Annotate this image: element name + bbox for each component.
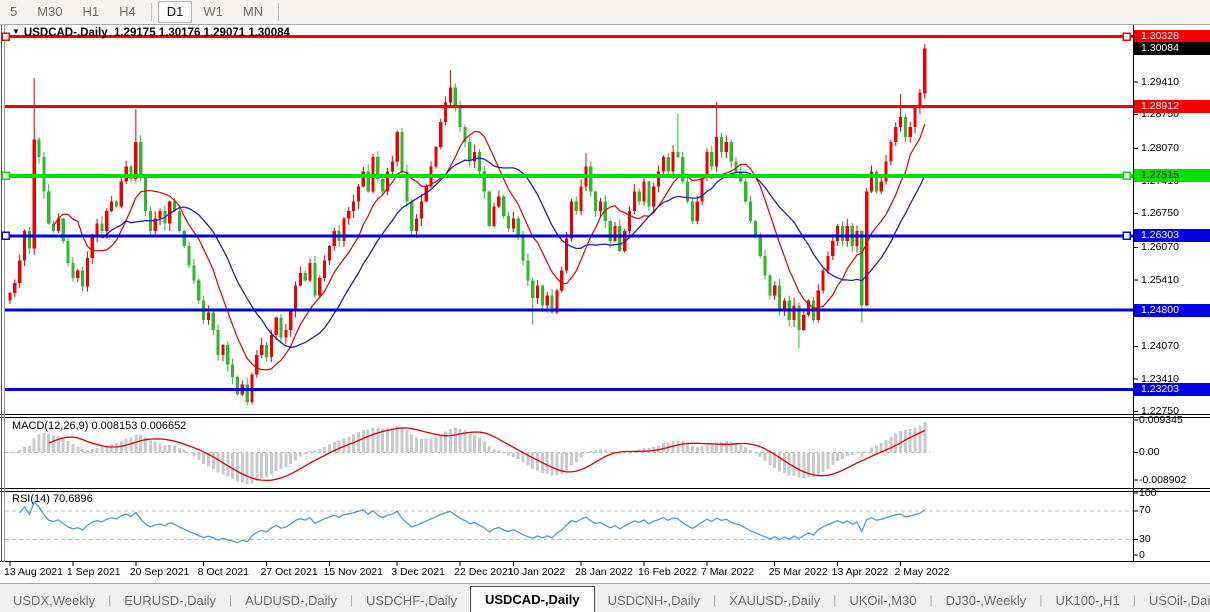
tab-eurusd-daily[interactable]: EURUSD-,Daily bbox=[124, 593, 216, 608]
chart-ohlc-values: 1.29175 1.30176 1.29071 1.30084 bbox=[114, 27, 290, 39]
tab-separator: | bbox=[228, 593, 233, 607]
line-handle[interactable] bbox=[1122, 231, 1131, 241]
tab-usdx-weekly[interactable]: USDX,Weekly bbox=[13, 593, 96, 608]
chart-dropdown-arrow-icon: ▼ bbox=[12, 27, 20, 36]
timeframe-button-h4[interactable]: H4 bbox=[119, 4, 136, 19]
horizontal-line-1.26303[interactable] bbox=[1, 231, 1133, 241]
date-label: 3 Dec 2021 bbox=[391, 566, 445, 578]
price-badge-1.24800: 1.24800 bbox=[1134, 303, 1210, 317]
price-tick-label: 1.24070 bbox=[1141, 339, 1179, 352]
price-tick-label: 1.28070 bbox=[1141, 141, 1179, 154]
timeframe-button-mn[interactable]: MN bbox=[242, 4, 264, 19]
date-label: 20 Sep 2021 bbox=[129, 566, 190, 578]
price-tick-label: 1.28750 bbox=[1141, 108, 1179, 121]
timeframe-button-m30[interactable]: M30 bbox=[37, 4, 63, 19]
date-label: 13 Apr 2022 bbox=[831, 566, 889, 578]
date-label: 27 Oct 2021 bbox=[260, 566, 318, 578]
tab-usdchf-daily[interactable]: USDCHF-,Daily bbox=[365, 593, 457, 608]
rsi-axis-label: 30 bbox=[1139, 533, 1151, 546]
date-label: 22 Dec 2021 bbox=[454, 566, 514, 578]
tab-separator: | bbox=[1039, 593, 1043, 607]
rsi-axis-label: 100 bbox=[1139, 486, 1157, 499]
date-label: 28 Jan 2022 bbox=[575, 566, 633, 578]
tab-separator: | bbox=[929, 593, 933, 607]
timeframe-button-h1[interactable]: H1 bbox=[82, 4, 100, 19]
price-tick-label: 1.26750 bbox=[1141, 207, 1179, 220]
tab-dj30-weekly[interactable]: DJ30-,Weekly bbox=[945, 593, 1027, 608]
price-tick-label: 1.29410 bbox=[1141, 75, 1179, 88]
toolbar-separator bbox=[278, 3, 280, 21]
date-label: 25 Mar 2022 bbox=[768, 566, 828, 578]
tab-separator: | bbox=[833, 593, 837, 607]
date-label: 1 Sep 2021 bbox=[66, 566, 121, 578]
date-label: 13 Aug 2021 bbox=[4, 566, 63, 578]
rsi-axis-label: 0 bbox=[1139, 548, 1145, 561]
line-handle[interactable] bbox=[1, 231, 10, 241]
timeframe-button-w1[interactable]: W1 bbox=[203, 4, 223, 19]
price-badge-1.26303: 1.26303 bbox=[1134, 229, 1210, 243]
date-label: 7 Mar 2022 bbox=[700, 566, 755, 578]
tab-separator: | bbox=[713, 593, 717, 607]
date-label: 16 Feb 2022 bbox=[638, 566, 697, 578]
tab-usdcnh-daily[interactable]: USDCNH-,Daily bbox=[607, 593, 701, 608]
macd-axis-label: 0.00 bbox=[1139, 446, 1160, 458]
macd-axis-label: -0.008902 bbox=[1139, 473, 1187, 486]
price-badge-1.28912: 1.28912 bbox=[1134, 100, 1210, 114]
tab-ukoil-m30[interactable]: UKOil-,M30 bbox=[849, 593, 917, 608]
tab-audusd-daily[interactable]: AUDUSD-,Daily bbox=[245, 593, 337, 608]
line-handle[interactable] bbox=[1, 32, 10, 41]
chart-symbol: USDCAD-,Daily bbox=[23, 27, 108, 39]
line-handle[interactable] bbox=[1122, 32, 1131, 41]
macd-axis-label: 0.009345 bbox=[1139, 413, 1183, 426]
tab-usdcad-daily[interactable]: USDCAD-,Daily bbox=[469, 586, 595, 612]
line-handle[interactable] bbox=[1, 171, 10, 181]
tab-usoil-daily[interactable]: USOil-,Daily bbox=[1148, 593, 1210, 608]
rsi-axis-label: 70 bbox=[1139, 504, 1151, 517]
rsi-indicator bbox=[5, 501, 1133, 544]
price-tick-label: 1.25410 bbox=[1141, 273, 1179, 286]
tab-separator: | bbox=[349, 593, 353, 607]
price-badge-1.23203: 1.23203 bbox=[1134, 382, 1210, 396]
rsi-label: RSI(14) 70.6896 bbox=[12, 493, 93, 505]
chart-title: ▼ USDCAD-,Daily 1.29175 1.30176 1.29071 1… bbox=[12, 27, 290, 39]
candlestick-series bbox=[8, 44, 927, 406]
tab-separator: | bbox=[108, 593, 112, 607]
price-tick-label: 1.23410 bbox=[1141, 372, 1179, 385]
macd-indicator bbox=[5, 421, 930, 485]
line-handle[interactable] bbox=[1122, 171, 1131, 181]
toolbar-separator bbox=[150, 3, 152, 21]
macd-label: MACD(12,26,9) 0.008153 0.006652 bbox=[12, 420, 187, 432]
date-label: 10 Jan 2022 bbox=[507, 566, 566, 578]
date-label: 15 Nov 2021 bbox=[323, 566, 383, 578]
timeframe-button-5[interactable]: 5 bbox=[10, 4, 18, 19]
macd-values: 0.008153 0.006652 bbox=[91, 420, 187, 432]
price-tick-label: 1.26070 bbox=[1141, 240, 1179, 253]
tab-separator: | bbox=[1132, 593, 1136, 607]
price-badge-1.30328: 1.30328 bbox=[1134, 30, 1210, 44]
rsi-value: 70.6896 bbox=[52, 493, 93, 505]
tab-uk100-h1[interactable]: UK100-,H1 bbox=[1055, 593, 1120, 608]
price-tick-label: 1.22750 bbox=[1141, 405, 1179, 418]
tab-xauusd-daily[interactable]: XAUUSD-,Daily bbox=[729, 593, 821, 608]
price-badge-1.27515: 1.27515 bbox=[1134, 169, 1210, 183]
horizontal-line-1.30328[interactable] bbox=[1, 32, 1133, 41]
timeframe-toolbar: 5 M30 H1 H4 D1 W1 MN bbox=[0, 0, 1210, 25]
date-label: 8 Oct 2021 bbox=[197, 566, 249, 578]
symbol-tab-bar: USDX,Weekly | EURUSD-,Daily | AUDUSD-,Daily |… bbox=[0, 583, 1210, 612]
date-label: 2 May 2022 bbox=[894, 566, 950, 578]
current-price-badge: 1.30084 bbox=[1134, 42, 1210, 56]
timeframe-button-d1[interactable]: D1 bbox=[157, 1, 193, 23]
horizontal-line-1.27515[interactable] bbox=[1, 171, 1133, 181]
